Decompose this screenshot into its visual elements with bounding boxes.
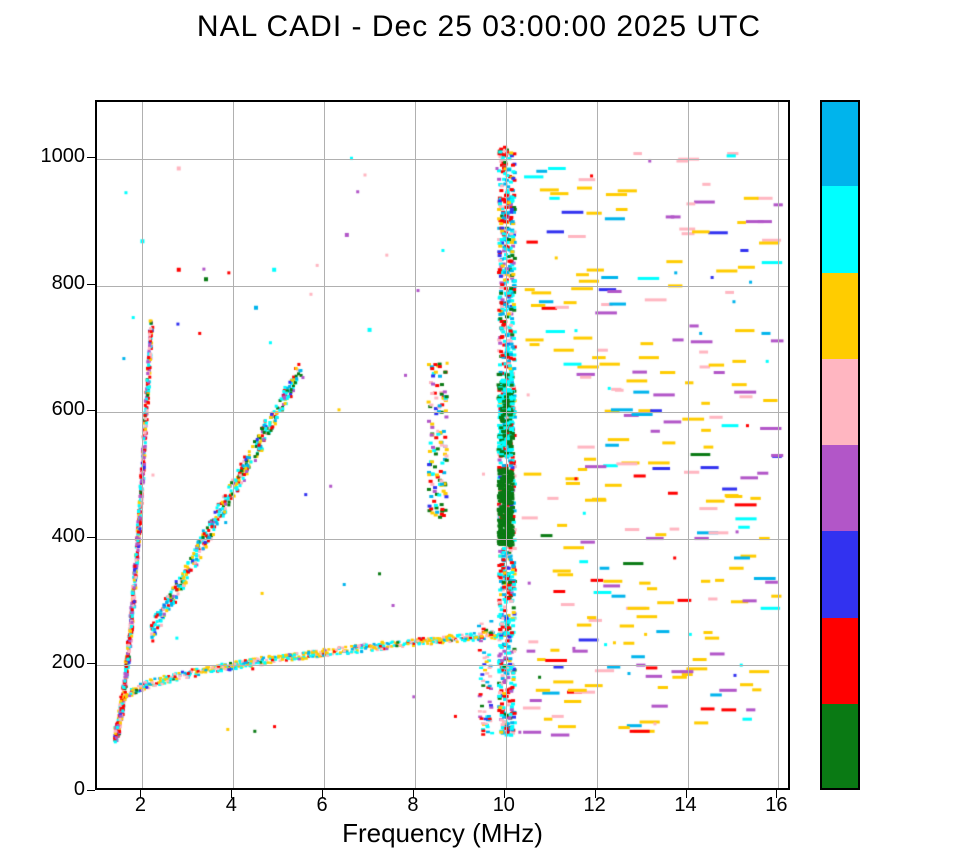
colorbar-segment-ssw xyxy=(820,359,860,445)
gridline-vertical xyxy=(506,102,507,788)
y-tick-mark xyxy=(87,537,95,538)
colorbar: NNEESSESSWWNNWVerticalX-mode xyxy=(820,100,860,790)
y-tick-mark xyxy=(87,790,95,791)
y-tick-label-1000: 1000 xyxy=(30,145,85,168)
y-tick-label-400: 400 xyxy=(30,525,85,548)
x-axis-label: Frequency (MHz) xyxy=(95,818,790,849)
y-tick-mark xyxy=(87,284,95,285)
y-tick-label-600: 600 xyxy=(30,398,85,421)
y-tick-label-200: 200 xyxy=(30,651,85,674)
y-tick-label-800: 800 xyxy=(30,272,85,295)
gridline-vertical xyxy=(688,102,689,788)
gridline-vertical xyxy=(597,102,598,788)
plot-area xyxy=(95,100,790,790)
gridline-horizontal xyxy=(97,159,788,160)
x-tick-label-16: 16 xyxy=(761,794,791,817)
y-tick-mark xyxy=(87,410,95,411)
x-tick-label-4: 4 xyxy=(216,794,246,817)
gridline-vertical xyxy=(324,102,325,788)
colorbar-segment-sse xyxy=(820,273,860,359)
page-title: NAL CADI - Dec 25 03:00:00 2025 UTC xyxy=(0,10,958,44)
y-tick-label-0: 0 xyxy=(30,778,85,801)
y-tick-mark xyxy=(87,157,95,158)
gridline-vertical xyxy=(415,102,416,788)
gridline-horizontal xyxy=(97,539,788,540)
colorbar-segment-w xyxy=(820,445,860,531)
ionogram-root: NAL CADI - Dec 25 03:00:00 2025 UTC Freq… xyxy=(0,0,958,857)
gridline-vertical xyxy=(778,102,779,788)
x-tick-label-10: 10 xyxy=(489,794,519,817)
y-tick-mark xyxy=(87,663,95,664)
x-tick-label-12: 12 xyxy=(580,794,610,817)
gridline-horizontal xyxy=(97,665,788,666)
colorbar-segment-e xyxy=(820,186,860,272)
colorbar-segment-vertical xyxy=(820,618,860,704)
gridline-vertical xyxy=(142,102,143,788)
x-tick-label-6: 6 xyxy=(307,794,337,817)
x-tick-label-8: 8 xyxy=(398,794,428,817)
colorbar-segment-nne xyxy=(820,100,860,186)
colorbar-segment-nnw xyxy=(820,531,860,617)
gridline-horizontal xyxy=(97,412,788,413)
colorbar-title: Azimuth Direction xyxy=(900,0,931,110)
x-tick-label-2: 2 xyxy=(125,794,155,817)
x-tick-label-14: 14 xyxy=(671,794,701,817)
gridline-vertical xyxy=(233,102,234,788)
gridline-horizontal xyxy=(97,286,788,287)
colorbar-segment-x-mode xyxy=(820,704,860,790)
